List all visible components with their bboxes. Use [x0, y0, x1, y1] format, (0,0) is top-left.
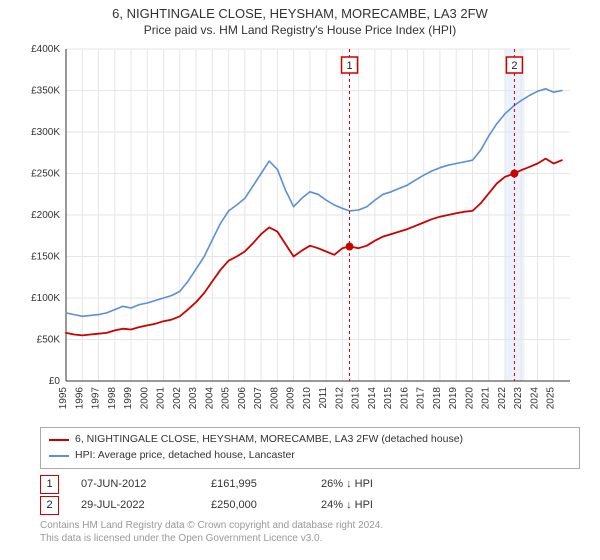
x-tick-label: 2024 — [529, 387, 540, 410]
sale-marker-dot-2 — [510, 170, 518, 178]
y-tick-label: £50K — [37, 335, 61, 346]
title-sub: Price paid vs. HM Land Registry's House … — [0, 23, 600, 37]
x-tick-label: 1999 — [123, 387, 134, 410]
sale-marker-badge-label-2: 2 — [511, 60, 517, 72]
x-tick-label: 1995 — [58, 387, 69, 410]
sale-price-2: £250,000 — [211, 499, 321, 511]
x-tick-label: 2017 — [416, 387, 427, 410]
y-tick-label: £150K — [31, 252, 60, 263]
x-tick-label: 2005 — [221, 387, 232, 410]
sale-badge-2: 2 — [40, 496, 59, 515]
x-tick-label: 2004 — [204, 387, 215, 410]
legend-swatch-hpi — [49, 455, 69, 457]
x-tick-label: 2010 — [302, 387, 313, 410]
x-tick-label: 2021 — [481, 387, 492, 410]
x-tick-label: 2018 — [432, 387, 443, 410]
x-tick-label: 2023 — [513, 387, 524, 410]
sale-date-2: 29-JUL-2022 — [81, 499, 211, 511]
chart-titles: 6, NIGHTINGALE CLOSE, HEYSHAM, MORECAMBE… — [0, 0, 600, 37]
x-tick-label: 1998 — [107, 387, 118, 410]
sale-price-1: £161,995 — [211, 478, 321, 490]
y-tick-label: £100K — [31, 293, 60, 304]
x-tick-label: 1996 — [74, 387, 85, 410]
series-property — [66, 159, 562, 336]
series-hpi — [66, 89, 562, 316]
x-tick-label: 2008 — [269, 387, 280, 410]
sale-marker-dot-1 — [346, 243, 354, 251]
x-tick-label: 2011 — [318, 387, 329, 409]
y-tick-label: £350K — [31, 86, 60, 97]
sale-marker-badge-label-1: 1 — [346, 60, 352, 72]
line-chart-svg: £0 £50K £100K £150K £200K £250K £300K £350K £400… — [20, 41, 580, 421]
sales-row-1: 1 07-JUN-2012 £161,995 26% ↓ HPI — [40, 475, 580, 494]
x-tick-label: 2001 — [156, 387, 167, 410]
x-tick-label: 2019 — [448, 387, 459, 410]
x-tick-label: 2012 — [334, 387, 345, 410]
legend-row-property: 6, NIGHTINGALE CLOSE, HEYSHAM, MORECAMBE… — [49, 432, 571, 448]
sale-diff-2: 24% ↓ HPI — [321, 499, 431, 511]
x-tick-label: 1997 — [91, 387, 102, 410]
x-tick-label: 2002 — [172, 387, 183, 410]
x-tick-label: 2003 — [188, 387, 199, 410]
sales-table: 1 07-JUN-2012 £161,995 26% ↓ HPI 2 29-JU… — [40, 475, 580, 515]
footer-attribution: Contains HM Land Registry data © Crown c… — [40, 519, 580, 546]
x-tick-label: 2016 — [399, 387, 410, 410]
legend-label-property: 6, NIGHTINGALE CLOSE, HEYSHAM, MORECAMBE… — [75, 432, 463, 448]
sale-date-1: 07-JUN-2012 — [81, 478, 211, 490]
x-tick-label: 2020 — [464, 387, 475, 410]
y-tick-label: £200K — [31, 210, 60, 221]
y-tick-label: £400K — [31, 44, 60, 55]
x-tick-label: 2015 — [383, 387, 394, 410]
x-tick-label: 2022 — [497, 387, 508, 410]
legend-label-hpi: HPI: Average price, detached house, Lanc… — [75, 448, 295, 464]
y-tick-label: £0 — [49, 376, 61, 387]
legend-row-hpi: HPI: Average price, detached house, Lanc… — [49, 448, 571, 464]
chart-area: £0 £50K £100K £150K £200K £250K £300K £350K £400… — [20, 41, 580, 421]
y-tick-label: £250K — [31, 169, 60, 180]
x-tick-label: 2007 — [253, 387, 264, 410]
sale-badge-1: 1 — [40, 475, 59, 494]
x-tick-label: 2013 — [351, 387, 362, 410]
footer-line-1: Contains HM Land Registry data © Crown c… — [40, 519, 580, 533]
legend: 6, NIGHTINGALE CLOSE, HEYSHAM, MORECAMBE… — [40, 427, 580, 469]
y-tick-label: £300K — [31, 127, 60, 138]
title-main: 6, NIGHTINGALE CLOSE, HEYSHAM, MORECAMBE… — [0, 6, 600, 21]
sales-row-2: 2 29-JUL-2022 £250,000 24% ↓ HPI — [40, 496, 580, 515]
x-tick-label: 2006 — [237, 387, 248, 410]
footer-line-2: This data is licensed under the Open Gov… — [40, 532, 580, 546]
x-tick-label: 2025 — [546, 387, 557, 410]
x-tick-label: 2009 — [286, 387, 297, 410]
sale-diff-1: 26% ↓ HPI — [321, 478, 431, 490]
x-tick-label: 2014 — [367, 387, 378, 410]
legend-swatch-property — [49, 439, 69, 441]
x-tick-label: 2000 — [139, 387, 150, 410]
